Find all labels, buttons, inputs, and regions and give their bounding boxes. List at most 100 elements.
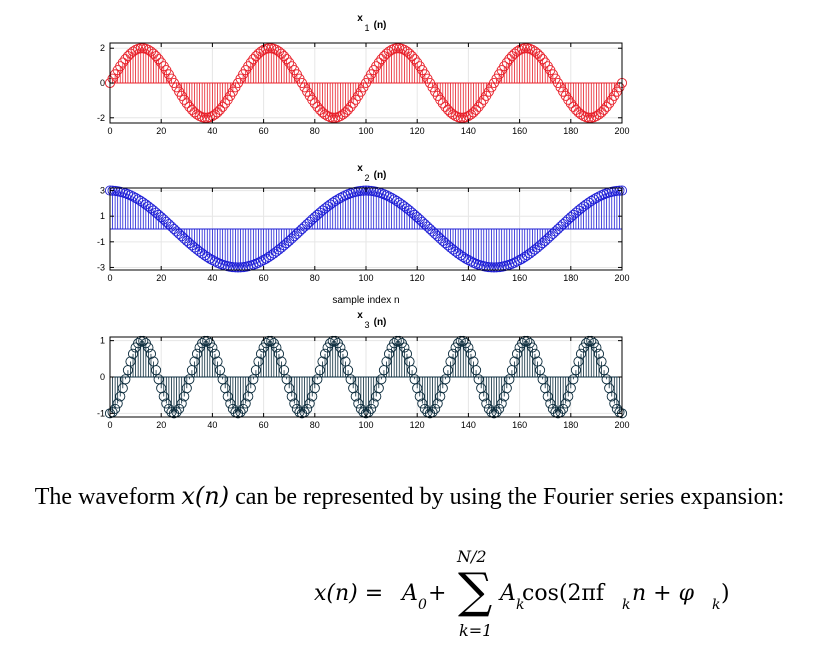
stem-marker [491, 262, 502, 273]
stem-marker [391, 335, 402, 346]
stem-marker [345, 101, 356, 112]
stem-marker [327, 112, 338, 123]
stem-marker [391, 43, 402, 54]
stem-marker [532, 48, 543, 59]
formula-phik-sub: k [712, 597, 721, 613]
stem-marker [230, 262, 241, 273]
formula-rest: n + φ [632, 581, 694, 606]
x-tick-label: 140 [461, 420, 476, 430]
subplot-title-sub: 3 [364, 320, 369, 330]
stem-marker [158, 391, 169, 402]
stem-marker [240, 398, 251, 409]
stem-marker [593, 348, 605, 359]
stem-marker [266, 335, 277, 346]
x-tick-label: 100 [358, 126, 373, 136]
x-tick-label: 0 [107, 126, 112, 136]
x-tick-label: 120 [410, 126, 425, 136]
formula-a0: A [402, 581, 418, 606]
stem-marker [263, 335, 274, 346]
stem-marker [473, 101, 484, 112]
stem-marker [125, 356, 136, 367]
stem-marker [197, 338, 208, 349]
stem-marker [494, 403, 505, 414]
x-tick-label: 160 [512, 273, 527, 283]
stem-marker [227, 262, 238, 273]
y-tick-label: -2 [97, 113, 105, 123]
stem-marker [209, 348, 221, 359]
stem-marker [312, 374, 323, 385]
stem-marker [581, 199, 592, 210]
stem-marker [575, 203, 587, 214]
stem-marker [447, 244, 459, 255]
stem-marker [383, 348, 395, 359]
stem-marker [181, 383, 192, 394]
stem-marker [471, 104, 482, 115]
stem-marker [414, 391, 425, 402]
stem-marker [527, 44, 538, 55]
stem-marker [501, 383, 512, 394]
stem-marker [468, 107, 479, 118]
stem-marker [519, 251, 530, 263]
stem-marker [496, 398, 507, 409]
stem-marker [504, 54, 515, 65]
stem-marker [473, 374, 484, 385]
stem-marker [568, 374, 579, 385]
x-tick-label: 160 [512, 420, 527, 430]
stem-marker [133, 338, 144, 349]
stem-marker [120, 374, 131, 385]
stem-marker [409, 54, 420, 65]
stem-marker [238, 403, 249, 414]
stem-marker [529, 348, 541, 359]
stem-marker [153, 54, 164, 65]
x-tick-label: 120 [410, 273, 425, 283]
stem-series [112, 48, 620, 118]
stem-marker [445, 242, 456, 253]
stem-marker [542, 391, 553, 402]
stem-marker [319, 348, 331, 359]
stem-marker [343, 104, 354, 115]
stem-marker [360, 185, 372, 196]
stem-marker [560, 398, 571, 409]
stem-marker [573, 356, 584, 367]
formula-ak-sub: k [516, 597, 525, 613]
stem-marker [432, 398, 443, 409]
stem-marker [253, 48, 264, 59]
stem-marker [535, 51, 546, 62]
stem-marker [389, 194, 400, 205]
stem-marker [558, 403, 569, 414]
x-tick-label: 80 [310, 273, 320, 283]
x-tick-label: 160 [512, 126, 527, 136]
stem-marker [460, 253, 471, 264]
stem-marker [399, 201, 410, 212]
stem-marker [332, 194, 343, 205]
stem-marker [279, 51, 290, 62]
stem-marker [535, 365, 546, 376]
stem-marker [197, 248, 208, 259]
x-tick-label: 80 [310, 420, 320, 430]
stem-marker [376, 374, 387, 385]
stem-marker [199, 112, 210, 123]
stem-marker [330, 335, 341, 346]
stem-marker [135, 195, 146, 207]
formula-lhs: x(n) = [314, 581, 384, 606]
stem-marker [381, 356, 392, 367]
x-tick-label: 180 [563, 420, 578, 430]
stem-marker [153, 374, 164, 385]
y-tick-label: -1 [97, 408, 105, 418]
stem-marker [245, 383, 256, 394]
stem-marker [289, 398, 300, 409]
stem-marker [591, 111, 602, 122]
stem-marker [317, 205, 328, 216]
stem-marker [232, 262, 244, 273]
subplot-title: x [357, 13, 363, 24]
subplot-x2: 0 20 40 60 80 100 120 140 160 180 200 -3 -1 1 3 x2 (n) sa… [97, 163, 630, 306]
stem-marker [596, 107, 607, 118]
subplot-title-suffix: (n) [374, 170, 387, 181]
stem-marker [471, 365, 482, 376]
x-tick-label: 100 [358, 273, 373, 283]
stem-marker [279, 365, 290, 376]
stem-marker [358, 185, 369, 196]
stem-marker [483, 262, 494, 273]
stem-marker [258, 255, 269, 266]
stem-marker [319, 203, 331, 214]
